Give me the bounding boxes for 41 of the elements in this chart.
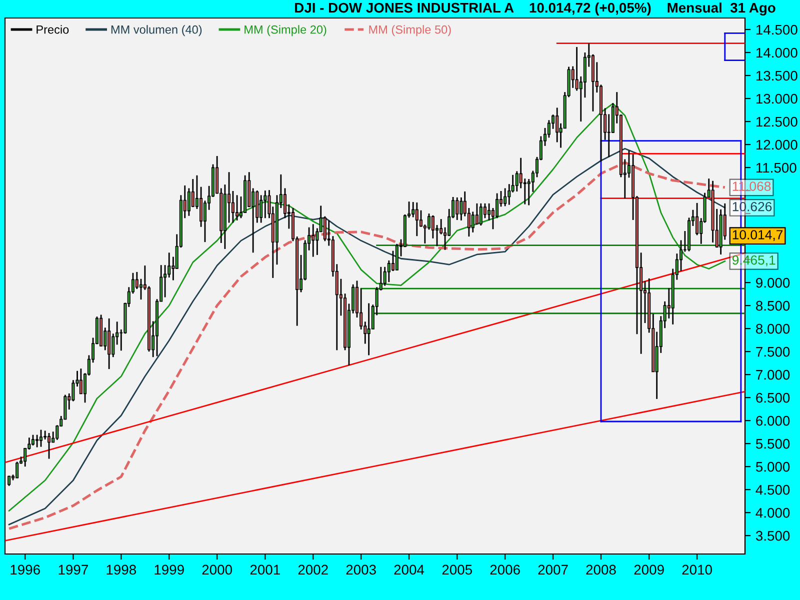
y-tick-label: 9.000 — [756, 278, 790, 288]
y-tick-label: 7.000 — [756, 370, 790, 380]
y-tick-label: 8.000 — [756, 324, 790, 334]
y-tick-label: 14.000 — [756, 48, 798, 58]
y-tick-label: 13.000 — [756, 94, 798, 104]
x-tick-label: 2008 — [586, 564, 616, 575]
y-tick-label: 12.500 — [756, 116, 798, 127]
x-tick-label: 2009 — [634, 564, 664, 575]
legend-label: Precio — [36, 25, 69, 34]
x-tick-label: 2006 — [490, 564, 520, 575]
y-tick-label: 8.500 — [756, 300, 790, 311]
x-tick-label: 2004 — [394, 564, 424, 575]
y-tick-label: 6.500 — [756, 392, 790, 403]
x-tick-label: 1997 — [58, 564, 88, 575]
legend-label: MM (Simple 20) — [244, 25, 326, 36]
y-tick-label: 6.000 — [756, 416, 790, 426]
x-tick-label: 2005 — [442, 564, 472, 575]
x-tick-label: 2000 — [202, 564, 232, 575]
x-tick-label: 1996 — [10, 564, 40, 575]
x-tick-label: 2007 — [538, 564, 568, 575]
y-tick-label: 12.000 — [756, 140, 798, 150]
x-tick-label: 1999 — [154, 564, 184, 575]
legend-label: MM volumen (40) — [111, 25, 202, 36]
y-tick-label: 14.500 — [756, 24, 798, 35]
x-tick-label: 1998 — [106, 564, 136, 575]
y-tick-label: 13.500 — [756, 70, 798, 81]
y-tick-label: 11.500 — [756, 162, 796, 173]
y-tick-label: 5.500 — [756, 438, 790, 449]
y-tick-label: 4.500 — [756, 484, 790, 495]
x-tick-label: 2002 — [298, 564, 328, 575]
data-label: 9.465,1 — [732, 255, 776, 266]
chart-title: DJI - DOW JONES INDUSTRIAL A 10.014,72 (+0,05%) Mensual 31 Ago — [295, 2, 776, 16]
y-tick-label: 5.000 — [756, 462, 790, 472]
x-tick-label: 2010 — [682, 564, 712, 575]
text: 10.014,7 — [732, 230, 783, 241]
y-tick-label: 4.000 — [756, 508, 790, 518]
y-tick-label: 3.500 — [756, 530, 790, 541]
y-tick-label: 7.500 — [756, 346, 790, 357]
x-tick-label: 2001 — [250, 564, 280, 575]
x-tick-label: 2003 — [346, 564, 376, 575]
legend-label: MM (Simple 50) — [369, 25, 451, 36]
